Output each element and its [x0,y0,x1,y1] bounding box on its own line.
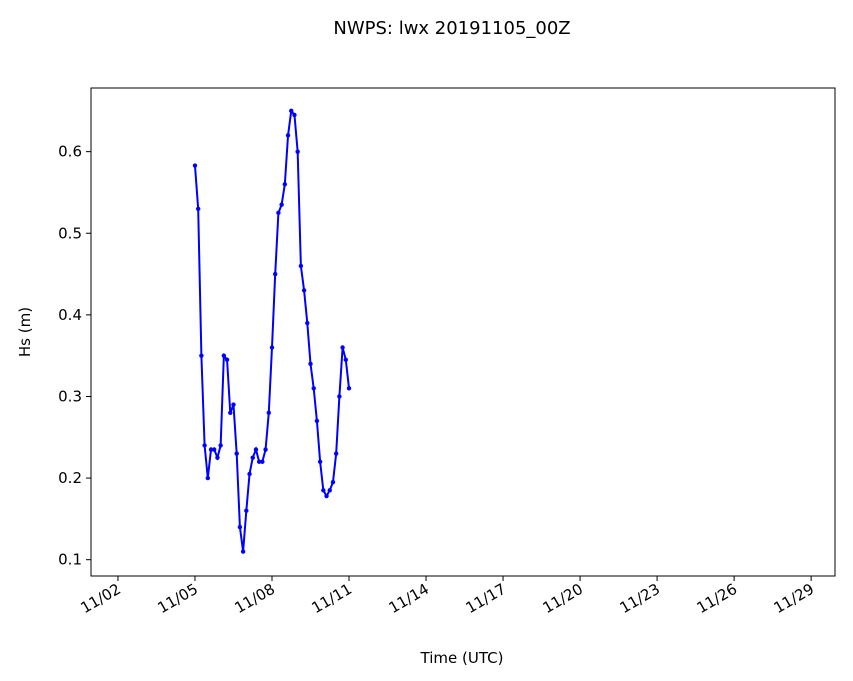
data-point [340,345,345,350]
data-point [244,508,249,513]
x-tick-label: 11/02 [78,580,124,617]
data-point [279,202,284,207]
x-tick-label: 11/26 [694,580,740,617]
data-point [292,112,297,118]
data-point [199,353,204,358]
data-point [250,455,255,460]
y-tick-label: 0.5 [58,224,82,242]
plot-frame [90,87,836,577]
x-tick-label: 11/20 [540,580,586,617]
data-point [195,206,201,211]
data-point [295,149,300,154]
data-point [305,320,310,326]
data-point [240,549,246,554]
data-point [256,459,262,464]
data-point [333,451,339,456]
data-point [346,386,352,391]
data-point [285,133,291,138]
y-tick-label: 0.3 [58,387,82,405]
data-point [324,493,329,499]
x-tick-label: 11/29 [771,580,817,617]
x-tick-label: 11/08 [232,580,278,617]
data-point [314,418,320,424]
data-point [266,410,271,415]
y-tick-label: 0.6 [58,143,82,161]
data-point [301,288,307,293]
data-point [282,182,288,187]
data-point [192,163,198,168]
x-tick-label: 11/11 [309,580,355,617]
data-point [273,271,278,277]
data-line [193,108,351,552]
y-axis-label: Hs (m) [16,307,34,357]
data-point [208,447,214,452]
data-point [228,410,233,415]
data-point [237,524,243,530]
data-point [231,402,236,407]
data-point [221,353,227,358]
data-point [215,455,220,460]
data-point [263,447,268,452]
data-point [298,263,304,269]
data-point [218,443,223,448]
x-tick-label: 11/14 [386,580,432,617]
data-point [202,443,207,448]
data-point [343,357,349,362]
data-point [321,488,326,493]
data-point [308,361,313,367]
data-point [212,447,217,452]
y-tick-label: 0.1 [58,551,82,569]
data-point [205,475,211,481]
data-point [269,345,275,350]
data-point [253,447,259,452]
data-point [260,459,265,464]
x-tick-label: 11/05 [155,580,201,617]
data-point [337,394,342,399]
data-point [234,451,239,456]
data-point [276,210,281,216]
y-tick-label: 0.4 [58,306,82,324]
data-point [311,386,316,391]
x-tick-label: 11/23 [617,580,663,617]
x-axis-label: Time (UTC) [420,649,504,667]
y-tick-label: 0.2 [58,469,82,487]
x-tick-label: 11/17 [463,580,509,617]
chart-title: NWPS: lwx 20191105_00Z [333,18,570,39]
data-point [289,108,294,114]
data-point [224,357,230,362]
data-point [327,488,332,493]
data-point [330,479,336,485]
data-point [247,471,252,477]
data-point [317,459,323,464]
